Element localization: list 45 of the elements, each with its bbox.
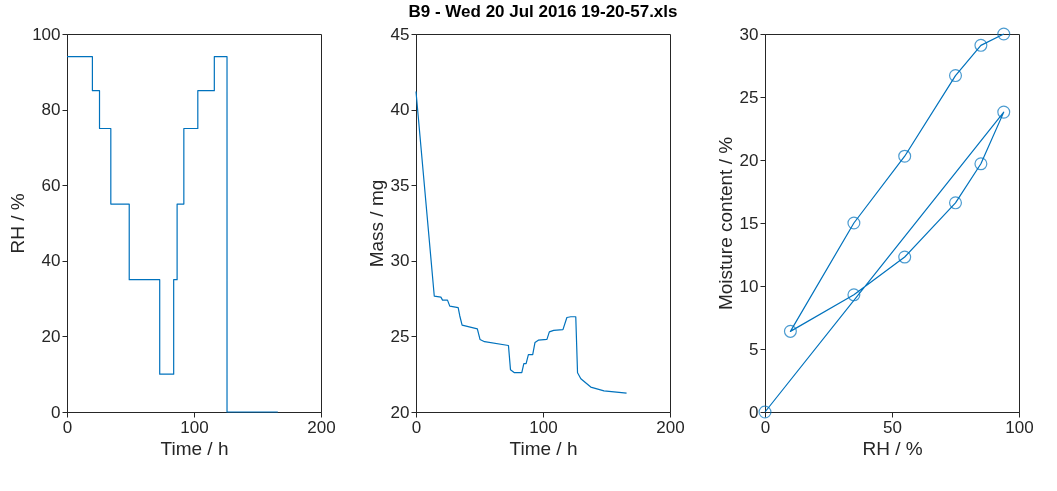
y-tick-label: 20 bbox=[739, 150, 759, 170]
point bbox=[997, 27, 1011, 41]
y-tick-label: 40 bbox=[41, 251, 61, 271]
y-tick-label: 30 bbox=[739, 24, 759, 44]
point bbox=[974, 157, 988, 171]
y-tick-label: 20 bbox=[41, 326, 61, 346]
x-tick-label: 100 bbox=[1005, 417, 1034, 437]
line-series bbox=[415, 90, 628, 394]
x-tick-label: 100 bbox=[180, 417, 209, 437]
chart-title: B9 - Wed 20 Jul 2016 19-20-57.xls bbox=[408, 2, 678, 21]
y-axis-title: Mass / mg bbox=[365, 179, 387, 268]
x-tick-label: 200 bbox=[307, 417, 336, 437]
y-tick-label: 60 bbox=[41, 175, 61, 195]
point bbox=[948, 69, 963, 83]
point bbox=[948, 196, 963, 210]
point bbox=[847, 288, 861, 302]
y-tick-label: 25 bbox=[390, 326, 410, 346]
x-axis-title: Time / h bbox=[509, 437, 578, 459]
y-tick-label: 0 bbox=[51, 402, 61, 422]
y-tick-label: 15 bbox=[739, 213, 759, 233]
y-tick-label: 30 bbox=[390, 251, 410, 271]
y-tick-label: 25 bbox=[739, 87, 759, 107]
x-tick-label: 50 bbox=[883, 417, 902, 437]
point bbox=[974, 38, 988, 52]
y-tick-label: 80 bbox=[41, 100, 61, 120]
y-tick-label: 100 bbox=[32, 24, 61, 44]
x-axis-title: RH / % bbox=[862, 437, 923, 459]
point bbox=[997, 105, 1011, 119]
y-tick-label: 5 bbox=[749, 339, 759, 359]
point bbox=[898, 149, 912, 163]
x-tick-label: 200 bbox=[656, 417, 685, 437]
y-axis-title: RH / % bbox=[7, 193, 29, 254]
point bbox=[898, 250, 912, 264]
point bbox=[758, 405, 772, 419]
y-tick-label: 20 bbox=[390, 402, 410, 422]
y-tick-label: 0 bbox=[749, 402, 759, 422]
x-tick-label: 100 bbox=[529, 417, 558, 437]
point bbox=[783, 324, 797, 338]
y-axis-title: Moisture content / % bbox=[714, 136, 736, 311]
y-tick-label: 45 bbox=[390, 24, 410, 44]
point bbox=[847, 216, 861, 230]
y-tick-label: 10 bbox=[739, 276, 759, 296]
y-tick-label: 40 bbox=[390, 100, 410, 120]
x-axis-title: Time / h bbox=[160, 437, 229, 459]
y-tick-label: 35 bbox=[390, 175, 410, 195]
